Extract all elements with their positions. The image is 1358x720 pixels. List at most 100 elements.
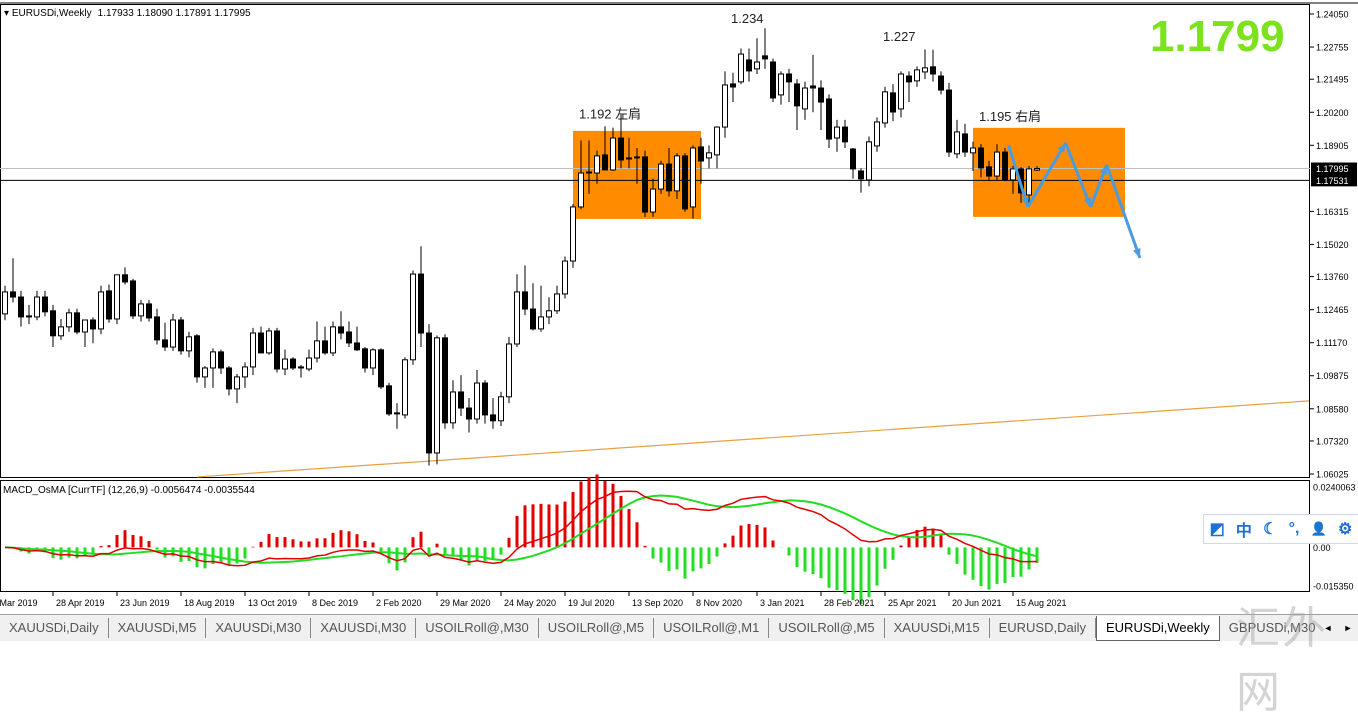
candle bbox=[458, 375, 464, 416]
candle bbox=[186, 331, 192, 358]
projection-arrow-segment bbox=[1006, 144, 1030, 208]
chart-tool-icon[interactable]: ◩ bbox=[1209, 521, 1225, 538]
tab-usoilroll-m5[interactable]: USOILRoll@,M5 bbox=[769, 618, 885, 638]
tab-eurusdi-weekly[interactable]: EURUSDi,Weekly bbox=[1096, 615, 1220, 641]
candle bbox=[330, 321, 336, 356]
candle bbox=[226, 366, 232, 396]
candle bbox=[746, 48, 752, 82]
bull-candle-body bbox=[282, 358, 288, 370]
ohlc-values: 1.17933 1.18090 1.17891 1.17995 bbox=[98, 8, 251, 19]
candle bbox=[858, 168, 864, 193]
bull-candle-body bbox=[802, 87, 808, 110]
time-tick-label: 19 Jul 2020 bbox=[568, 598, 615, 608]
bull-candle-body bbox=[202, 367, 208, 378]
candle bbox=[674, 153, 680, 200]
price-marker bbox=[1311, 174, 1357, 187]
tab-usoilroll-m1[interactable]: USOILRoll@,M1 bbox=[654, 618, 770, 638]
bear-candle-body bbox=[938, 75, 944, 91]
bear-candle-body bbox=[818, 87, 824, 103]
candle bbox=[122, 267, 128, 285]
price-marker-label: 1.17531 bbox=[1316, 176, 1349, 186]
candle bbox=[530, 283, 536, 331]
candle bbox=[362, 347, 368, 373]
tab-scroll: ◄ ► bbox=[1318, 615, 1358, 641]
bull-candle-body bbox=[58, 326, 64, 337]
bull-candle-body bbox=[898, 73, 904, 110]
bear-candle-body bbox=[890, 92, 896, 113]
candle bbox=[978, 144, 984, 178]
bull-candle-body bbox=[234, 376, 240, 390]
bull-candle-body bbox=[170, 319, 176, 348]
main-pane-frame bbox=[0, 4, 1310, 478]
price-annotation: 1.192 左肩 bbox=[579, 107, 641, 122]
candle bbox=[1002, 147, 1008, 182]
time-tick-label: 28 Feb 2021 bbox=[824, 598, 875, 608]
tab-xauusdi-daily[interactable]: XAUUSDi,Daily bbox=[0, 618, 109, 638]
tab-xauusdi-m30[interactable]: XAUUSDi,M30 bbox=[311, 618, 417, 638]
bull-candle-body bbox=[874, 121, 880, 147]
candle bbox=[210, 348, 216, 388]
price-tick-label: 1.13760 bbox=[1316, 272, 1349, 282]
moon-icon[interactable]: ☾ bbox=[1263, 521, 1278, 538]
candle bbox=[738, 48, 744, 85]
candle bbox=[682, 153, 688, 212]
price-tick-label: 1.06025 bbox=[1316, 470, 1349, 480]
bear-candle-body bbox=[666, 163, 672, 192]
bear-candle-body bbox=[346, 331, 352, 344]
bear-candle-body bbox=[826, 98, 832, 140]
bear-candle-body bbox=[986, 166, 992, 177]
bull-candle-body bbox=[506, 343, 512, 398]
chinese-input-icon[interactable]: 中 bbox=[1235, 523, 1252, 540]
bull-candle-body bbox=[114, 274, 120, 320]
bull-candle-body bbox=[546, 310, 552, 318]
candle bbox=[314, 321, 320, 363]
bear-candle-body bbox=[50, 310, 56, 337]
bull-candle-body bbox=[242, 366, 248, 378]
bull-candle-body bbox=[922, 67, 928, 73]
bull-candle-body bbox=[34, 296, 40, 318]
candle bbox=[778, 71, 784, 105]
candle bbox=[130, 278, 136, 319]
candle bbox=[706, 145, 712, 169]
price-tick-label: 1.07320 bbox=[1316, 436, 1349, 446]
projection-arrow-segment bbox=[1064, 142, 1093, 208]
scroll-left-icon[interactable]: ◄ bbox=[1323, 623, 1333, 633]
scroll-right-icon[interactable]: ► bbox=[1343, 623, 1353, 633]
tab-xauusdi-m30[interactable]: XAUUSDi,M30 bbox=[206, 618, 312, 638]
candle bbox=[298, 364, 304, 378]
price-tick-label: 1.12465 bbox=[1316, 305, 1349, 315]
bull-candle-body bbox=[1034, 168, 1040, 171]
time-tick-label: 3 Mar 2019 bbox=[0, 598, 38, 608]
bull-candle-body bbox=[330, 326, 336, 354]
user-icon[interactable]: 👤 bbox=[1310, 521, 1327, 536]
bear-candle-body bbox=[490, 414, 496, 422]
gear-icon[interactable]: ⚙ bbox=[1338, 521, 1353, 538]
tab-usoilroll-m30[interactable]: USOILRoll@,M30 bbox=[416, 618, 539, 638]
bear-candle-body bbox=[762, 55, 768, 60]
price-tick-label: 1.24050 bbox=[1316, 10, 1349, 20]
symbol-label: EURUSDi,Weekly bbox=[12, 8, 92, 19]
price-annotation: 1.234 bbox=[731, 11, 764, 26]
candle bbox=[1010, 165, 1016, 194]
chart-canvas[interactable]: 1.24050 1.22755 1.21495 1.20200 1.18905 1.163… bbox=[0, 0, 1358, 614]
candle bbox=[498, 391, 504, 427]
bull-candle-body bbox=[658, 163, 664, 190]
candle bbox=[506, 336, 512, 404]
tab-usoilroll-m5[interactable]: USOILRoll@,M5 bbox=[539, 618, 655, 638]
bear-candle-body bbox=[682, 155, 688, 210]
candle bbox=[106, 284, 112, 323]
bull-candle-body bbox=[954, 131, 960, 155]
punctuation-icon[interactable]: °, bbox=[1288, 520, 1300, 537]
bull-candle-body bbox=[434, 337, 440, 454]
tab-eurusd-daily[interactable]: EURUSD,Daily bbox=[990, 618, 1096, 638]
bull-candle-body bbox=[674, 155, 680, 192]
candle bbox=[562, 256, 568, 299]
watermark: 汇外网 bbox=[1236, 603, 1328, 718]
bear-candle-body bbox=[258, 332, 264, 354]
candle bbox=[250, 327, 256, 376]
tab-xauusdi-m15[interactable]: XAUUSDi,M15 bbox=[885, 618, 990, 638]
tab-xauusdi-m5[interactable]: XAUUSDi,M5 bbox=[109, 618, 207, 638]
time-tick-label: 15 Aug 2021 bbox=[1016, 598, 1067, 608]
bull-candle-body bbox=[298, 366, 304, 369]
time-tick-label: 3 Jan 2021 bbox=[760, 598, 805, 608]
